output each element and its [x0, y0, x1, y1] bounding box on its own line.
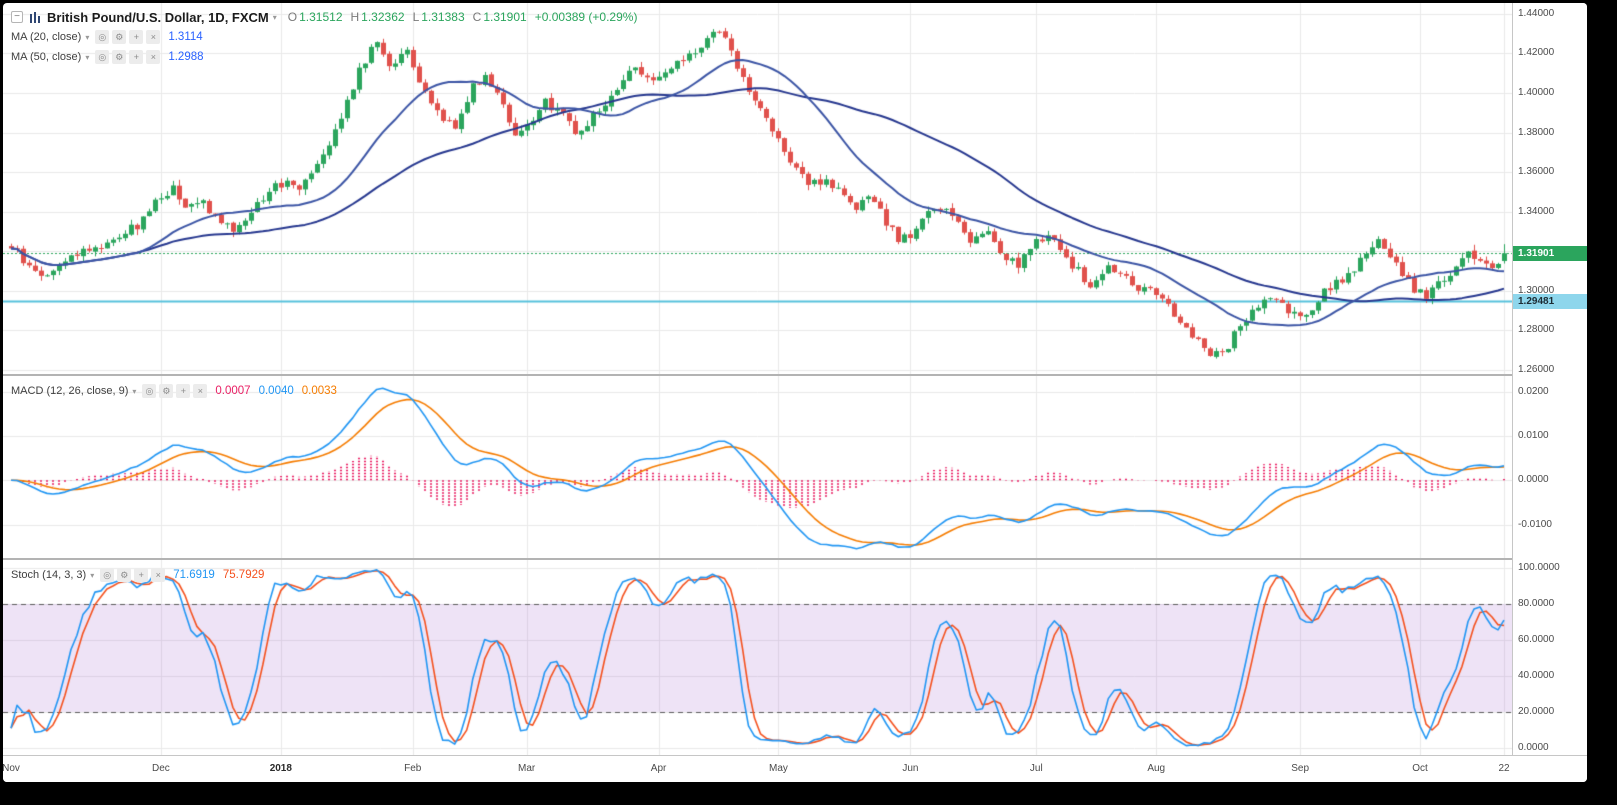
- ma20-value: 1.3114: [168, 31, 203, 43]
- time-axis-label: Apr: [650, 763, 667, 774]
- ma50-legend-row[interactable]: MA (50, close) ▾ ◎ ⚙ + × 1.2988: [11, 47, 637, 67]
- gear-icon[interactable]: ⚙: [117, 568, 132, 582]
- price-axis-tick: 1.36000: [1518, 166, 1555, 178]
- close-icon[interactable]: ×: [151, 568, 166, 582]
- eye-icon[interactable]: ◎: [142, 384, 157, 398]
- macd-label[interactable]: MACD (12, 26, close, 9): [11, 385, 129, 397]
- stoch-axis-tick: 20.0000: [1518, 705, 1555, 717]
- price-axis-tick: 1.44000: [1518, 7, 1555, 19]
- price-legend: − British Pound/U.S. Dollar, 1D, FXCM ▾ …: [11, 7, 637, 67]
- chevron-down-icon[interactable]: ▾: [85, 52, 90, 62]
- gear-icon[interactable]: ⚙: [159, 384, 174, 398]
- macd-pane-canvas[interactable]: [3, 376, 1512, 558]
- chart-widget: 1.44000 1.42000 1.40000 1.38000 1.36000 1.340…: [3, 3, 1587, 782]
- stoch-pane-canvas[interactable]: [3, 560, 1512, 755]
- macd-axis-tick: 0.0000: [1518, 474, 1549, 486]
- stoch-axis-tick: 80.0000: [1518, 598, 1555, 610]
- chevron-down-icon[interactable]: ▾: [132, 386, 137, 396]
- time-axis-label: Mar: [518, 763, 536, 774]
- time-axis-label: Nov: [3, 763, 20, 774]
- gear-icon[interactable]: ⚙: [112, 30, 127, 44]
- collapse-panel-icon[interactable]: −: [11, 11, 23, 23]
- stoch-label[interactable]: Stoch (14, 3, 3): [11, 569, 87, 581]
- time-axis-label: Jun: [902, 763, 919, 774]
- chart-style-icon: [29, 10, 42, 24]
- stoch-axis-tick: 100.0000: [1518, 562, 1560, 574]
- price-axis-tick: 1.38000: [1518, 126, 1555, 138]
- price-axis[interactable]: 1.44000 1.42000 1.40000 1.38000 1.36000 1.340…: [1512, 3, 1587, 755]
- eye-icon[interactable]: ◎: [95, 50, 110, 64]
- plus-icon[interactable]: +: [134, 568, 149, 582]
- time-axis-label: 22: [1498, 763, 1510, 774]
- price-axis-tick: 1.30000: [1518, 284, 1555, 296]
- macd-axis-tick: 0.0100: [1518, 429, 1549, 441]
- stoch-legend: Stoch (14, 3, 3) ▾ ◎ ⚙ + × 71.6919 75.79…: [11, 565, 264, 585]
- price-axis-tick: 1.34000: [1518, 205, 1555, 217]
- plus-icon[interactable]: +: [129, 50, 144, 64]
- chevron-down-icon[interactable]: ▾: [90, 570, 95, 580]
- time-axis-label: Aug: [1147, 763, 1166, 774]
- plus-icon[interactable]: +: [129, 30, 144, 44]
- ohlc-high-value: 1.32362: [361, 10, 405, 24]
- eye-icon[interactable]: ◎: [100, 568, 115, 582]
- price-axis-tick: 1.42000: [1518, 47, 1555, 59]
- price-pane-canvas[interactable]: [3, 3, 1512, 374]
- ma50-label[interactable]: MA (50, close): [11, 51, 82, 63]
- macd-line-value: 0.0040: [258, 385, 294, 397]
- horizontal-line-badge: 1.29481: [1513, 293, 1587, 309]
- chevron-down-icon[interactable]: ▾: [85, 32, 90, 42]
- chevron-down-icon[interactable]: ▾: [272, 12, 277, 22]
- ohlc-low-label: L: [412, 10, 420, 24]
- time-axis-label: Sep: [1291, 763, 1310, 774]
- time-axis-label: Feb: [404, 763, 422, 774]
- close-icon[interactable]: ×: [193, 384, 208, 398]
- price-axis-tick: 1.26000: [1518, 364, 1555, 376]
- ma20-legend-row[interactable]: MA (20, close) ▾ ◎ ⚙ + × 1.3114: [11, 27, 637, 47]
- ohlc-open-label: O: [287, 10, 298, 24]
- time-axis-label: May: [769, 763, 788, 774]
- ma20-label[interactable]: MA (20, close): [11, 31, 82, 43]
- close-icon[interactable]: ×: [146, 50, 161, 64]
- pane-separator[interactable]: [3, 374, 1587, 376]
- stoch-d-value: 75.7929: [222, 569, 265, 581]
- ohlc-close-label: C: [472, 10, 482, 24]
- time-axis-label: Dec: [151, 763, 170, 774]
- time-axis-label: Oct: [1412, 763, 1428, 774]
- macd-axis-tick: -0.0100: [1518, 518, 1552, 530]
- ohlc-close-value: 1.31901: [483, 10, 527, 24]
- change-value: +0.00389 (+0.29%): [534, 10, 638, 24]
- close-icon[interactable]: ×: [146, 30, 161, 44]
- symbol-title[interactable]: British Pound/U.S. Dollar, 1D, FXCM: [47, 9, 269, 25]
- price-axis-tick: 1.40000: [1518, 87, 1555, 99]
- chart-header-row: − British Pound/U.S. Dollar, 1D, FXCM ▾ …: [11, 7, 637, 27]
- macd-pane[interactable]: [3, 376, 1512, 558]
- ohlc-low-value: 1.31383: [421, 10, 465, 24]
- ma50-value: 1.2988: [168, 51, 204, 63]
- ohlc-high-label: H: [350, 10, 360, 24]
- macd-hist-value: 0.0007: [215, 385, 251, 397]
- plus-icon[interactable]: +: [176, 384, 191, 398]
- pane-separator[interactable]: [3, 558, 1587, 560]
- macd-signal-value: 0.0033: [301, 385, 337, 397]
- ohlc-open-value: 1.31512: [299, 10, 343, 24]
- time-axis-label: Jul: [1029, 763, 1043, 774]
- stoch-k-value: 71.6919: [173, 569, 215, 581]
- eye-icon[interactable]: ◎: [95, 30, 110, 44]
- last-price-badge: 1.31901: [1513, 245, 1587, 261]
- macd-legend: MACD (12, 26, close, 9) ▾ ◎ ⚙ + × 0.0007…: [11, 381, 337, 401]
- time-axis-label: 2018: [269, 763, 292, 774]
- time-axis[interactable]: Nov Dec 2018 Feb Mar Apr May Jun Jul Aug Sep Oct 22: [3, 755, 1587, 782]
- stoch-pane[interactable]: [3, 560, 1512, 755]
- stoch-axis-tick: 0.0000: [1518, 741, 1549, 753]
- macd-axis-tick: 0.0200: [1518, 385, 1549, 397]
- price-pane[interactable]: [3, 3, 1512, 374]
- gear-icon[interactable]: ⚙: [112, 50, 127, 64]
- macd-legend-row[interactable]: MACD (12, 26, close, 9) ▾ ◎ ⚙ + × 0.0007…: [11, 381, 337, 401]
- stoch-axis-tick: 60.0000: [1518, 633, 1555, 645]
- stoch-axis-tick: 40.0000: [1518, 669, 1555, 681]
- price-axis-tick: 1.28000: [1518, 324, 1555, 336]
- stoch-legend-row[interactable]: Stoch (14, 3, 3) ▾ ◎ ⚙ + × 71.6919 75.79…: [11, 565, 264, 585]
